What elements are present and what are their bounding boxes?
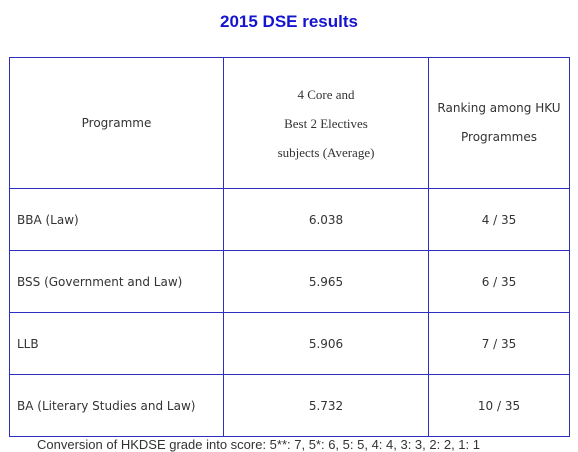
table-row: LLB 5.906 7 / 35 [9,312,570,375]
table-row: BSS (Government and Law) 5.965 6 / 35 [9,250,570,313]
score-cell: 5.965 [223,250,429,313]
header-programme-label: Programme [81,116,152,130]
header-score: 4 Core and Best 2 Electives subjects (Av… [223,57,429,189]
programme-cell: BBA (Law) [9,188,224,251]
rank-cell: 6 / 35 [428,250,570,313]
header-programme: Programme [9,57,224,189]
table-row: BA (Literary Studies and Law) 5.732 10 /… [9,374,570,437]
header-score-line1: 4 Core and [297,86,355,102]
header-ranking-line2: Programmes [461,130,537,144]
header-ranking: Ranking among HKU Programmes [428,57,570,189]
table-header-row: Programme 4 Core and Best 2 Electives su… [9,57,570,189]
score-cell: 6.038 [223,188,429,251]
header-score-line2: Best 2 Electives [284,115,368,131]
programme-cell: LLB [9,312,224,375]
rank-cell: 4 / 35 [428,188,570,251]
score-cell: 5.906 [223,312,429,375]
programme-cell: BA (Literary Studies and Law) [9,374,224,437]
page-title: 2015 DSE results [220,12,358,31]
score-cell: 5.732 [223,374,429,437]
header-score-line3: subjects (Average) [277,144,375,160]
programme-cell: BSS (Government and Law) [9,250,224,313]
table-row: BBA (Law) 6.038 4 / 35 [9,188,570,251]
results-table: Programme 4 Core and Best 2 Electives su… [9,57,570,437]
rank-cell: 10 / 35 [428,374,570,437]
header-ranking-line1: Ranking among HKU [437,101,561,115]
rank-cell: 7 / 35 [428,312,570,375]
